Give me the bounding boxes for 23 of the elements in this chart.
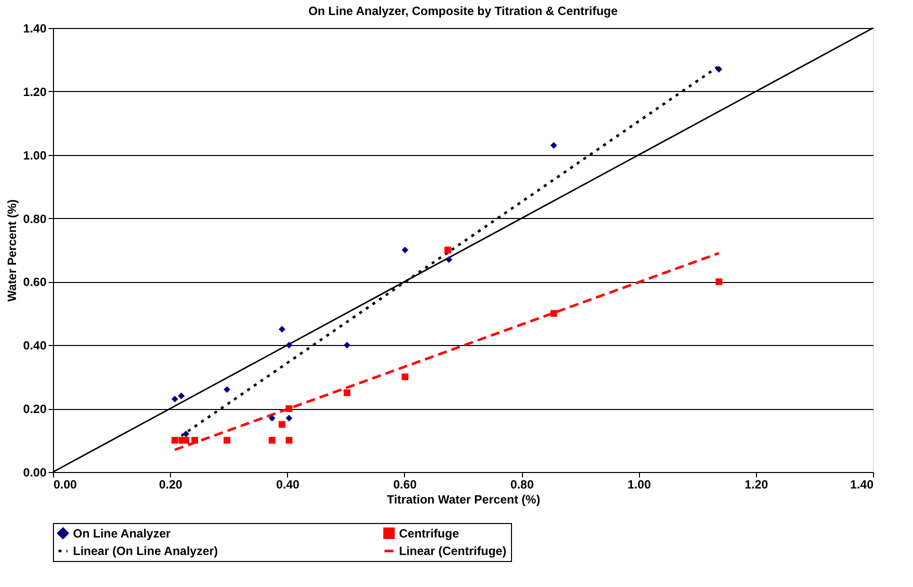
y-tick-label: 0.00 (23, 466, 47, 480)
x-tick-label: 0.40 (276, 478, 300, 492)
x-tick-label: 1.40 (850, 478, 874, 492)
y-tick-label: 0.20 (23, 402, 47, 416)
x-tick-label: 1.20 (744, 478, 768, 492)
y-tick-label: 0.80 (23, 212, 47, 226)
x-axis-title: Titration Water Percent (%) (386, 492, 540, 506)
x-tick-label: 0.20 (158, 478, 183, 492)
legend-label: Centrifuge (399, 526, 460, 540)
y-tick-label: 0.60 (23, 275, 47, 290)
legend-label: Linear (On Line Analyzer) (73, 544, 218, 558)
x-tick-label: 0.60 (393, 478, 417, 492)
x-tick-label: 0.80 (510, 478, 534, 492)
x-tick-label: 1.00 (628, 478, 652, 492)
chart-title: On Line Analyzer, Composite by Titration & Centrifuge (308, 4, 618, 18)
y-tick-label: 1.00 (23, 148, 47, 162)
y-tick-label: 1.20 (23, 84, 47, 99)
legend-label: Linear (Centrifuge) (399, 544, 506, 558)
y-tick-label: 1.40 (23, 22, 47, 36)
x-tick-label: 0.00 (54, 478, 78, 492)
legend-label: On Line Analyzer (73, 526, 171, 540)
y-tick-label: 0.40 (23, 338, 47, 353)
y-axis-title: Water Percent (%) (5, 199, 20, 302)
